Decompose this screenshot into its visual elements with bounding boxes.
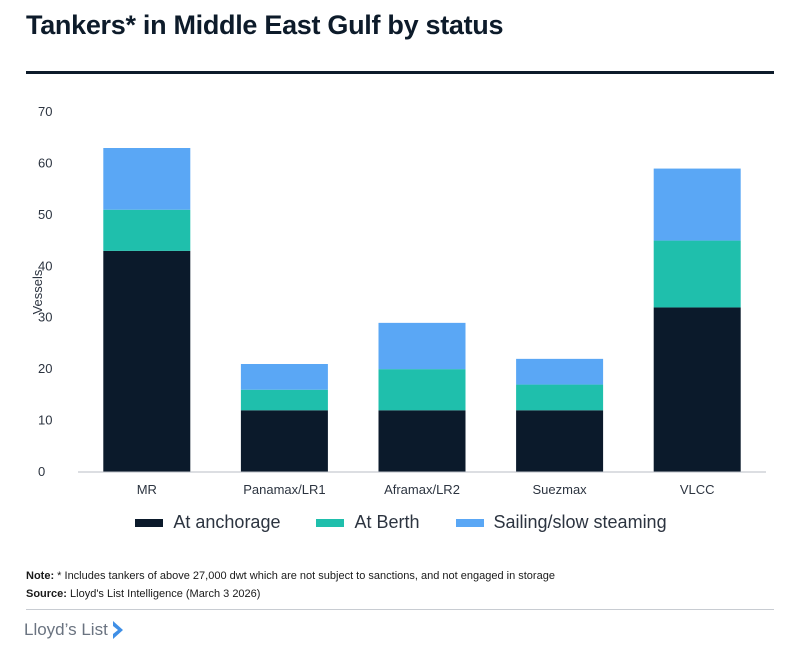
source-label: Source:: [26, 588, 67, 600]
y-tick-label: 30: [38, 310, 52, 325]
legend-label-sailing: Sailing/slow steaming: [493, 512, 667, 532]
bar-segment: [240, 410, 328, 472]
legend-swatch-sailing: [455, 518, 484, 527]
bar-segment: [103, 250, 191, 472]
title-rule: [26, 71, 774, 74]
y-axis-label: Vessels: [30, 269, 45, 314]
footnote: Note: * Includes tankers of above 27,000…: [26, 570, 555, 582]
bar-segment: [378, 410, 466, 472]
legend-swatch-berth: [316, 518, 345, 527]
x-tick-label: Suezmax: [532, 482, 587, 497]
bar-segment: [103, 209, 191, 251]
bar-segment: [653, 168, 741, 241]
legend-item-anchorage: At anchorage: [135, 512, 280, 533]
brand-chevron-icon: [112, 621, 123, 639]
legend-item-berth: At Berth: [316, 512, 420, 533]
bar-segment: [653, 307, 741, 472]
y-tick-label: 10: [38, 413, 52, 428]
stacked-bar-chart: 0 10 20 30 40 50 60 70 Vessels MR Panamax/LR1 Afram…: [30, 104, 766, 497]
y-tick-label: 0: [38, 464, 45, 479]
legend: At anchorage At Berth Sailing/slow steam…: [0, 512, 802, 533]
source-text: Lloyd's List Intelligence (March 3 2026): [70, 588, 261, 600]
legend-swatch-anchorage: [135, 518, 164, 527]
footer-divider: [26, 609, 774, 610]
footnote-label: Note:: [26, 570, 55, 582]
y-tick-label: 20: [38, 361, 52, 376]
x-tick-label: Panamax/LR1: [243, 482, 325, 497]
x-tick-label: VLCC: [680, 482, 715, 497]
x-tick-label: MR: [137, 482, 157, 497]
brand-name: Lloyd’s List: [24, 620, 108, 639]
source-line: Source: Lloyd's List Intelligence (March…: [26, 588, 260, 600]
bar-segment: [240, 389, 328, 411]
bar-segment: [240, 364, 328, 390]
footnote-text: * Includes tankers of above 27,000 dwt w…: [57, 570, 555, 582]
legend-label-berth: At Berth: [354, 512, 420, 532]
y-tick-label: 70: [38, 104, 52, 119]
legend-item-sailing: Sailing/slow steaming: [455, 512, 667, 533]
legend-label-anchorage: At anchorage: [173, 512, 281, 532]
bar-segment: [516, 410, 604, 472]
bar-segment: [103, 148, 191, 210]
bar-segment: [653, 240, 741, 308]
bar-segment: [516, 384, 604, 411]
bar-segment: [378, 322, 466, 370]
bar-segment: [516, 358, 604, 385]
brand-logo[interactable]: Lloyd’s List: [24, 619, 126, 641]
bar-segment: [378, 369, 466, 411]
y-tick-label: 50: [38, 207, 52, 222]
chart-title: Tankers* in Middle East Gulf by status: [26, 10, 504, 40]
x-tick-label: Aframax/LR2: [384, 482, 460, 497]
y-tick-label: 60: [38, 155, 52, 170]
y-tick-label: 40: [38, 258, 52, 273]
